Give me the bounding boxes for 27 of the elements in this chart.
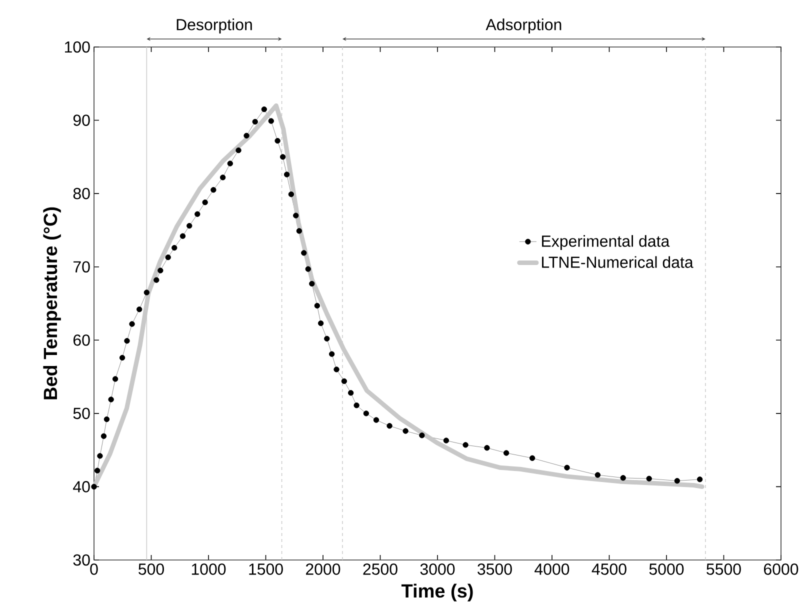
y-tick-label: 100 [65,41,90,53]
x-tick-label: 5000 [649,564,684,575]
text: Adsorption [486,18,562,34]
x-tick-label: 1500 [249,564,283,575]
x-tick-label: 2500 [363,564,398,575]
legend-label: Experimental data [542,235,670,250]
y-tick-label: 90 [73,114,90,126]
y-axis-title: Bed Temperature (°C) [43,207,61,400]
x-tick-label: 4500 [592,564,626,575]
text: Desorption [176,18,252,34]
x-tick-label: 3000 [420,564,455,575]
x-tick-label: 1000 [192,564,226,575]
x-tick-label: 4000 [534,564,570,575]
x-axis-title: Time (s) [401,584,473,602]
x-tick-label: 5500 [706,564,741,575]
x-tick-label: 2000 [306,564,340,575]
y-tick-label: 80 [73,188,90,200]
x-tick-label: 3500 [478,564,512,575]
y-tick-label: 50 [73,408,90,420]
y-tick-label: 60 [73,334,90,346]
legend-label: LTNE-Numerical data [542,256,694,268]
y-tick-label: 30 [73,554,90,566]
y-tick-label: 70 [73,261,90,273]
x-tick-label: 500 [138,564,164,575]
x-tick-label: 0 [90,564,98,575]
x-tick-label: 6000 [764,564,798,575]
y-tick-label: 40 [73,481,90,492]
